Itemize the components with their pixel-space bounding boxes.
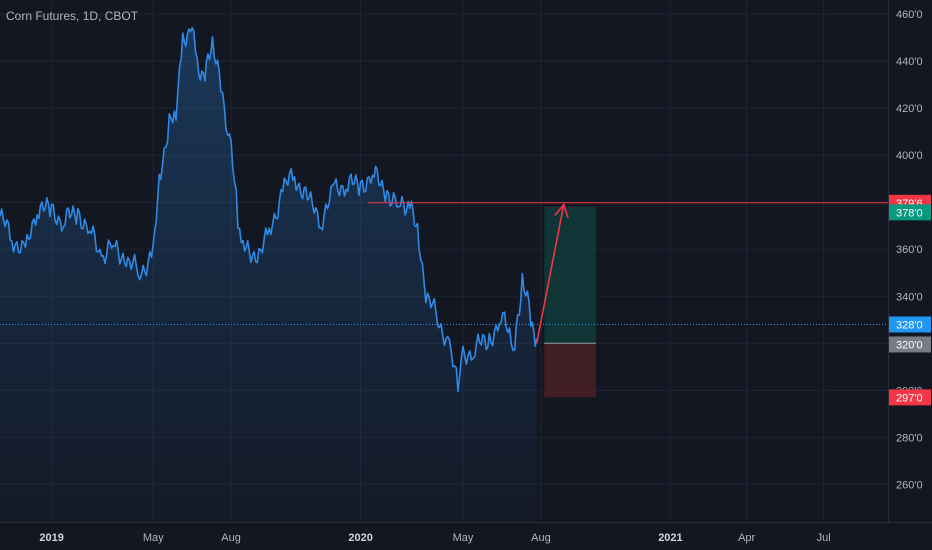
x-tick-label: 2020 [348,532,372,544]
price-area-fill [0,27,537,523]
y-tick-label: 420'0 [896,103,923,115]
forecast-arrow[interactable] [535,204,565,344]
y-tick-label: 340'0 [896,291,923,303]
x-tick-label: Apr [738,532,755,544]
x-tick-label: Aug [221,532,241,544]
x-tick-label: Aug [531,532,551,544]
badge-entry-price-bg [889,336,931,353]
badge-stop-loss-bg [889,389,931,406]
y-tick-label: 440'0 [896,56,923,68]
x-tick-label: 2019 [39,532,63,544]
badge-stop-loss: 297'0 [896,392,923,404]
loss-zone[interactable] [544,343,596,398]
badge-take-profit: 378'0 [896,207,923,219]
price-line[interactable] [0,27,538,393]
badge-entry-price: 320'0 [896,339,923,351]
y-tick-label: 260'0 [896,479,923,491]
profit-zone[interactable] [544,206,596,344]
x-tick-label: 2021 [658,532,682,544]
badge-last-price-bg [889,316,931,333]
y-tick-label: 460'0 [896,9,923,21]
x-tick-label: Jul [817,532,831,544]
y-tick-label: 280'0 [896,432,923,444]
x-tick-label: May [143,532,164,544]
y-tick-label: 360'0 [896,244,923,256]
chart-title: Corn Futures, 1D, CBOT [6,9,139,23]
badge-last-price: 328'0 [896,319,923,331]
y-tick-label: 400'0 [896,150,923,162]
price-axis[interactable] [888,0,932,550]
badge-take-profit-bg [889,204,931,221]
forecast-arrow-head [554,202,569,219]
time-axis[interactable] [0,522,888,550]
x-tick-label: May [453,532,474,544]
